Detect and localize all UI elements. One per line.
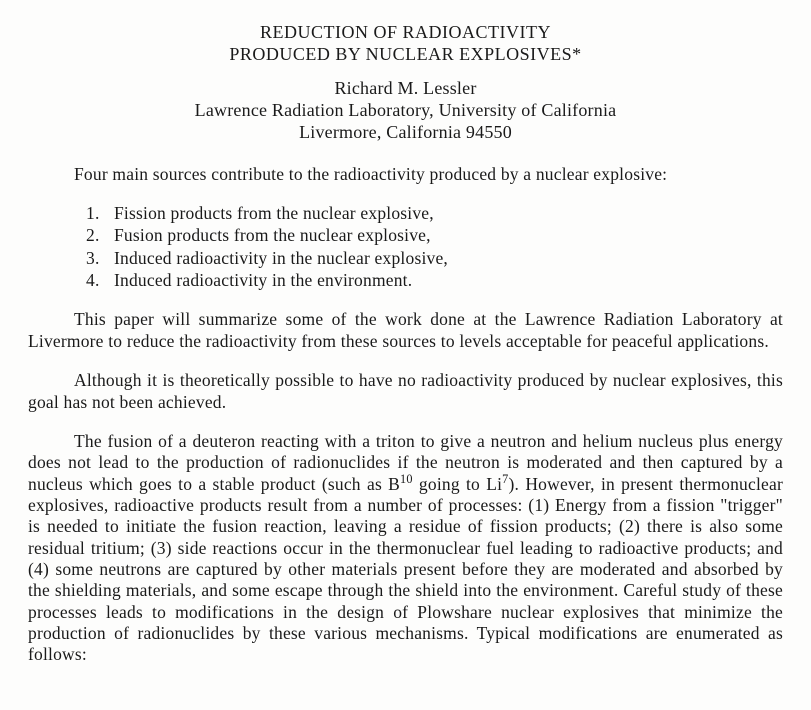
text-segment: going to Li (413, 474, 502, 494)
list-number: 4. (86, 270, 114, 291)
list-text: Fission products from the nuclear explos… (114, 203, 783, 224)
author-address: Livermore, California 94550 (28, 122, 783, 144)
author-affiliation: Lawrence Radiation Laboratory, Universit… (28, 100, 783, 122)
list-number: 3. (86, 248, 114, 269)
author-block: Richard M. Lessler Lawrence Radiation La… (28, 78, 783, 144)
list-item: 4. Induced radioactivity in the environm… (86, 270, 783, 291)
superscript: 10 (400, 472, 413, 486)
author-name: Richard M. Lessler (28, 78, 783, 100)
fusion-paragraph: The fusion of a deuteron reacting with a… (28, 431, 783, 666)
title-line-2: PRODUCED BY NUCLEAR EXPLOSIVES* (28, 44, 783, 66)
text-segment: ). However, in present thermonuclear exp… (28, 474, 783, 665)
list-item: 3. Induced radioactivity in the nuclear … (86, 248, 783, 269)
list-text: Induced radioactivity in the nuclear exp… (114, 248, 783, 269)
theory-paragraph: Although it is theoretically possible to… (28, 370, 783, 413)
intro-paragraph: Four main sources contribute to the radi… (28, 164, 783, 185)
list-number: 2. (86, 225, 114, 246)
list-text: Fusion products from the nuclear explosi… (114, 225, 783, 246)
list-text: Induced radioactivity in the environment… (114, 270, 783, 291)
list-number: 1. (86, 203, 114, 224)
list-item: 1. Fission products from the nuclear exp… (86, 203, 783, 224)
title-line-1: REDUCTION OF RADIOACTIVITY (28, 22, 783, 44)
list-item: 2. Fusion products from the nuclear expl… (86, 225, 783, 246)
summary-paragraph: This paper will summarize some of the wo… (28, 309, 783, 352)
title-block: REDUCTION OF RADIOACTIVITY PRODUCED BY N… (28, 22, 783, 66)
paper-page: REDUCTION OF RADIOACTIVITY PRODUCED BY N… (0, 0, 811, 710)
sources-list: 1. Fission products from the nuclear exp… (28, 203, 783, 291)
